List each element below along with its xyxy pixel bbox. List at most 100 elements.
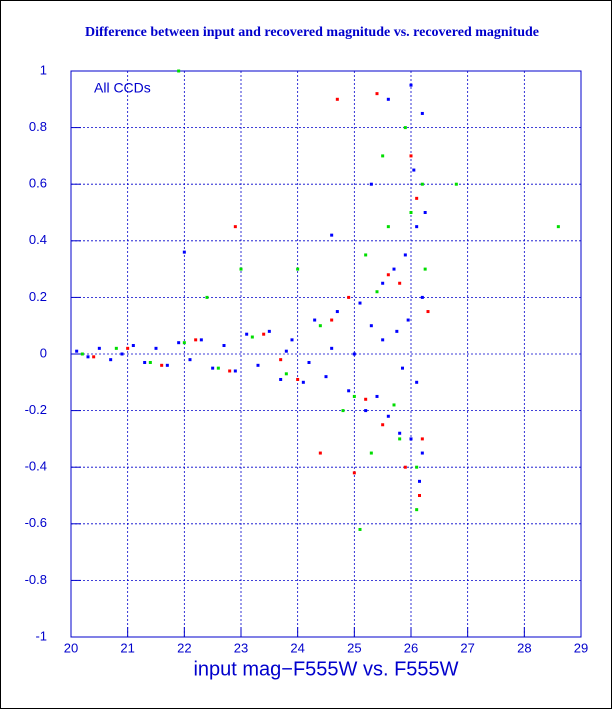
point	[109, 358, 113, 362]
point	[401, 366, 404, 370]
x-tick-label: 22	[177, 640, 191, 655]
plot-frame	[70, 70, 582, 638]
point	[307, 360, 311, 364]
point	[420, 295, 424, 299]
point	[347, 389, 351, 393]
point	[415, 465, 419, 469]
point	[154, 346, 158, 350]
point	[279, 377, 283, 381]
point	[418, 479, 421, 483]
point	[406, 318, 410, 322]
point	[409, 154, 413, 158]
point	[182, 341, 186, 345]
point	[126, 346, 130, 350]
point	[131, 344, 135, 348]
point	[398, 431, 402, 435]
point	[386, 273, 390, 277]
x-tick-label: 28	[517, 640, 531, 655]
point	[92, 355, 96, 359]
point	[364, 253, 368, 257]
point	[369, 324, 373, 328]
point	[160, 363, 164, 367]
point	[284, 349, 288, 353]
point	[392, 267, 396, 271]
y-tick-label: -0.6	[25, 515, 47, 530]
y-tick-label: 0.6	[29, 176, 47, 191]
point	[556, 225, 560, 229]
point	[412, 168, 416, 172]
point	[398, 281, 402, 285]
x-tick-label: 29	[574, 640, 588, 655]
y-tick-label: 0	[40, 345, 47, 360]
point	[330, 346, 334, 350]
point	[418, 494, 421, 497]
point	[347, 295, 351, 299]
point	[454, 182, 458, 186]
point	[143, 360, 147, 364]
point	[386, 414, 390, 418]
point	[80, 352, 84, 356]
point	[165, 363, 169, 367]
point	[177, 341, 181, 345]
point	[409, 83, 413, 87]
point	[324, 375, 328, 379]
point	[182, 250, 186, 254]
point	[188, 358, 192, 362]
x-tick-label: 26	[404, 640, 418, 655]
point	[415, 380, 419, 384]
point	[239, 267, 243, 271]
x-axis-label: input mag−F555W vs. F555W	[193, 658, 458, 680]
y-tick-label: -0.8	[25, 572, 47, 587]
point	[415, 225, 419, 229]
point	[358, 527, 362, 531]
point	[341, 409, 345, 413]
point	[375, 394, 379, 398]
point	[318, 451, 322, 455]
point	[330, 233, 334, 237]
chart-title: Difference between input and recovered m…	[85, 25, 539, 40]
point	[381, 338, 385, 342]
annotation: All CCDs	[94, 80, 151, 96]
point	[228, 369, 232, 373]
point	[233, 369, 237, 373]
point	[381, 281, 385, 285]
point	[381, 154, 385, 158]
point	[364, 409, 368, 413]
x-tick-label: 21	[120, 640, 134, 655]
point	[352, 352, 356, 356]
point	[296, 377, 300, 381]
point	[420, 451, 424, 455]
point	[415, 508, 419, 512]
point	[423, 211, 427, 214]
point	[97, 346, 101, 350]
point	[398, 437, 402, 441]
point	[395, 329, 399, 333]
point	[177, 69, 181, 73]
point	[222, 344, 226, 348]
point	[420, 437, 424, 441]
x-tick-label: 27	[460, 640, 474, 655]
point	[386, 97, 390, 101]
point	[375, 290, 379, 294]
point	[301, 380, 305, 384]
point	[415, 196, 419, 200]
point	[364, 397, 368, 401]
y-tick-label: 0.2	[29, 289, 47, 304]
point	[296, 267, 300, 271]
point	[318, 324, 322, 328]
x-tick-label: 20	[64, 640, 78, 655]
point	[392, 403, 396, 407]
x-tick-label: 25	[347, 640, 361, 655]
point	[284, 372, 288, 376]
point	[358, 301, 362, 305]
point	[245, 332, 249, 336]
point	[256, 363, 260, 367]
point	[423, 267, 427, 271]
point	[403, 465, 407, 469]
point	[114, 346, 118, 350]
point	[335, 310, 339, 314]
point	[194, 338, 198, 342]
point	[250, 335, 254, 339]
